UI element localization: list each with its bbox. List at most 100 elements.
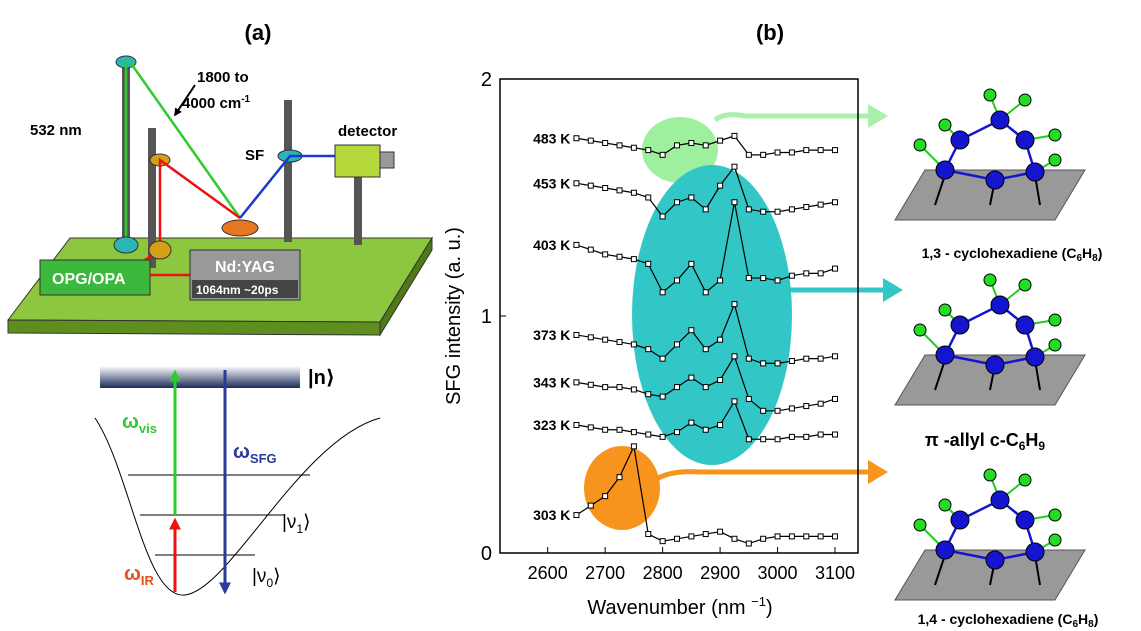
marker (574, 181, 579, 186)
label: OPG/OPA (52, 271, 126, 288)
marker (703, 143, 708, 148)
molecule-label: 1,3 - cyclohexadiene (C6H8) (922, 245, 1103, 264)
marker (718, 278, 723, 283)
marker (746, 541, 751, 546)
label-part: ω (122, 411, 139, 433)
label: ωIR (124, 563, 155, 588)
marker (631, 430, 636, 435)
marker (574, 136, 579, 141)
label-part: ω (233, 441, 250, 463)
marker (775, 534, 780, 539)
label-part: ) (1098, 245, 1103, 261)
x-tick-label: 2900 (700, 563, 740, 583)
marker (631, 190, 636, 195)
marker (746, 276, 751, 281)
marker (631, 145, 636, 150)
marker (761, 408, 766, 413)
marker (603, 494, 608, 499)
marker (588, 138, 593, 143)
marker (718, 138, 723, 143)
label-part: π -allyl c-C (925, 430, 1019, 450)
marker (588, 183, 593, 188)
marker (631, 387, 636, 392)
subscript: IR (141, 573, 155, 588)
label-part: |ν (282, 512, 296, 533)
marker (703, 427, 708, 432)
marker (588, 382, 593, 387)
marker (646, 261, 651, 266)
marker (833, 266, 838, 271)
label: ωSFG (233, 441, 277, 466)
marker (746, 396, 751, 401)
marker (789, 150, 794, 155)
marker (761, 536, 766, 541)
highlights (584, 104, 903, 530)
marker (804, 148, 809, 153)
marker (732, 302, 737, 307)
marker (689, 534, 694, 539)
marker (646, 392, 651, 397)
marker (631, 342, 636, 347)
marker (660, 394, 665, 399)
marker (718, 337, 723, 342)
marker (732, 133, 737, 138)
marker (746, 356, 751, 361)
marker (804, 404, 809, 409)
marker (689, 375, 694, 380)
marker (775, 278, 780, 283)
marker (617, 340, 622, 345)
marker (833, 148, 838, 153)
marker (674, 200, 679, 205)
figure: (a) 532 nm 1800 to 4000 cm-1 detector SF… (0, 0, 1141, 631)
panel-title: (a) (245, 20, 272, 45)
marker (746, 152, 751, 157)
marker (660, 539, 665, 544)
marker (703, 532, 708, 537)
marker (732, 536, 737, 541)
marker (646, 148, 651, 153)
marker (646, 347, 651, 352)
marker (674, 278, 679, 283)
marker (818, 401, 823, 406)
molecule (895, 274, 1085, 405)
marker (775, 150, 780, 155)
label-part: Wavenumber (nm (587, 597, 751, 619)
marker (775, 408, 780, 413)
series-label: 343 K (533, 374, 570, 390)
x-tick-label: 3000 (758, 563, 798, 583)
marker (732, 399, 737, 404)
y-tick-label: 1 (481, 306, 492, 328)
molecule-label: π -allyl c-C6H9 (925, 430, 1046, 453)
label: Nd:YAG (215, 259, 275, 276)
molecule-label: 1,4 - cyclohexadiene (C6H8) (918, 611, 1099, 630)
marker (833, 396, 838, 401)
series-label: 453 K (533, 175, 570, 191)
label-part: |ν (252, 566, 266, 587)
y-tick-label: 2 (481, 69, 492, 91)
marker (789, 273, 794, 278)
series-label: 303 K (533, 507, 570, 523)
label-part: ) (766, 597, 773, 619)
marker (818, 202, 823, 207)
marker (833, 354, 838, 359)
label: 1800 to (197, 69, 249, 86)
marker (588, 335, 593, 340)
marker (660, 434, 665, 439)
marker (775, 209, 780, 214)
y-axis-label: SFG intensity (a. u.) (443, 227, 465, 405)
label: |ν0⟩ (252, 566, 281, 590)
marker (574, 423, 579, 428)
marker (833, 200, 838, 205)
marker (603, 186, 608, 191)
x-tick-label: 2600 (528, 563, 568, 583)
label: 1064nm ~20ps (196, 283, 279, 297)
label-part: ω (124, 563, 141, 585)
marker (674, 385, 679, 390)
marker (703, 347, 708, 352)
marker (689, 261, 694, 266)
marker (574, 242, 579, 247)
label: ωvis (122, 411, 157, 436)
marker (818, 432, 823, 437)
marker (789, 434, 794, 439)
marker (804, 356, 809, 361)
